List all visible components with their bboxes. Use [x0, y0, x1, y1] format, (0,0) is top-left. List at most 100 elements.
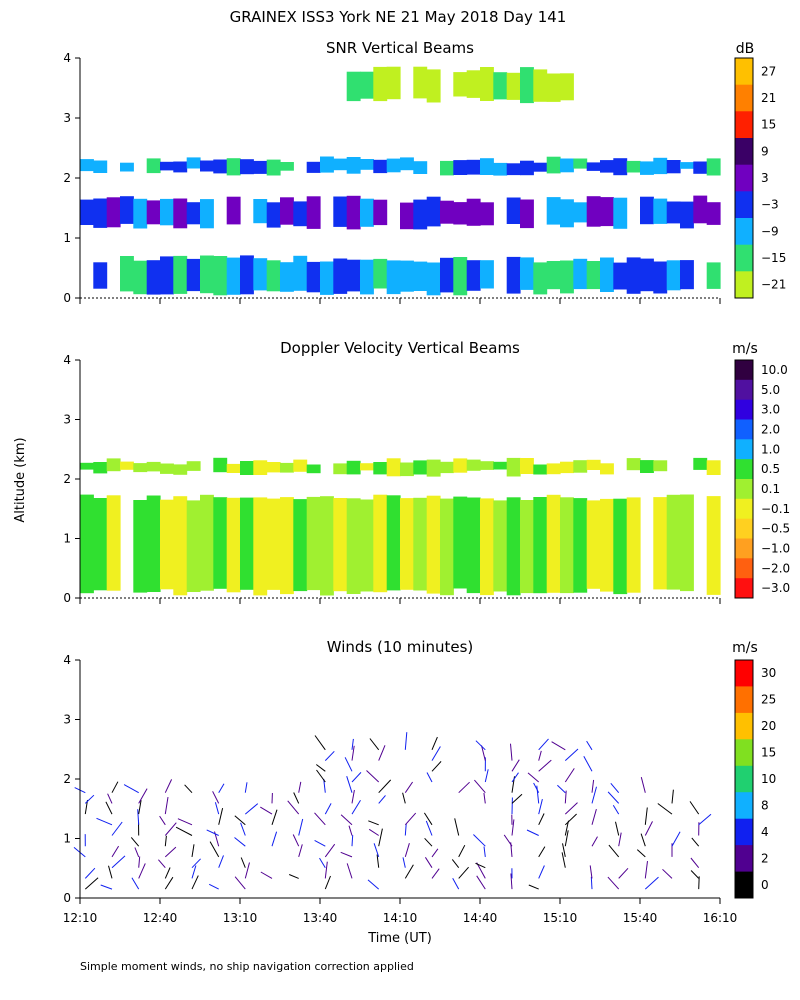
snr-panel: SNR Vertical Beams 0 1 2 3 4 27 21 15 9 3 −3 −9 −15…	[63, 39, 786, 305]
wind-barb	[348, 825, 353, 836]
doppler-cell	[546, 463, 561, 475]
snr-cell	[120, 256, 134, 292]
colorbar-swatch	[735, 845, 753, 872]
snr-cell	[626, 257, 641, 294]
snr-cell	[120, 162, 134, 172]
snr-cell	[653, 157, 668, 175]
wind-barb	[402, 792, 406, 804]
wind-barb	[538, 759, 552, 772]
wind-barb	[564, 813, 577, 826]
wind-barb	[458, 844, 466, 858]
colorbar-swatch	[735, 739, 753, 767]
snr-cell	[706, 158, 721, 176]
wind-barb	[528, 884, 539, 890]
wind-barb	[431, 868, 440, 879]
snr-cell	[186, 157, 201, 169]
colorbar-frame	[734, 57, 754, 299]
wind-barb	[402, 857, 406, 868]
snr-cell	[386, 66, 401, 100]
wind-barb	[583, 755, 593, 772]
wind-barb	[298, 818, 304, 836]
wind-barb	[378, 828, 383, 847]
wind-barb	[260, 806, 273, 815]
wind-barb	[191, 865, 197, 879]
wind-barb	[298, 781, 302, 793]
snr-cell	[146, 200, 161, 225]
y-tick-label: 3	[63, 111, 71, 125]
snr-cell	[360, 71, 374, 99]
colorbar-swatch	[735, 578, 753, 599]
wind-barb	[324, 803, 332, 815]
wind-barb	[644, 807, 648, 825]
colorbar-label: −0.1	[761, 502, 790, 516]
doppler-cell	[346, 498, 361, 594]
wind-barb	[100, 884, 113, 890]
wind-barb	[591, 786, 597, 804]
winds-plot-area: 0 1 2 3 4 12:10 12:40 13:10 13:40 14:10 14:40 15:10…	[63, 653, 738, 925]
wind-barb	[378, 745, 386, 761]
wind-barb	[208, 883, 219, 890]
wind-barb	[184, 784, 193, 794]
colorbar-label: 20	[761, 719, 776, 733]
wind-barb	[368, 820, 379, 826]
snr-cell	[266, 159, 281, 176]
x-tick-label: 14:40	[463, 911, 498, 925]
snr-cell	[373, 66, 388, 102]
snr-cell	[453, 257, 468, 296]
doppler-cell	[373, 494, 388, 593]
wind-barb	[271, 809, 278, 825]
colorbar-swatch	[735, 84, 753, 112]
snr-cell	[333, 196, 348, 227]
wind-barb	[612, 805, 620, 815]
wind-barb	[454, 818, 460, 836]
snr-cell	[133, 260, 148, 295]
doppler-cell	[173, 496, 188, 596]
doppler-cell	[453, 458, 468, 473]
x-tick-label: 13:40	[303, 911, 338, 925]
doppler-cell	[453, 496, 468, 589]
snr-cell	[453, 72, 468, 97]
wind-barb	[287, 800, 300, 815]
colorbar-label: 1.0	[761, 442, 780, 456]
snr-cell	[373, 159, 388, 174]
snr-cell	[613, 158, 628, 176]
doppler-cell	[373, 462, 388, 475]
wind-barb	[351, 799, 361, 815]
snr-colorbar: 27 21 15 9 3 −3 −9 −15 −21	[734, 57, 786, 299]
y-tick-label: 0	[63, 891, 71, 905]
doppler-cell	[493, 500, 508, 592]
y-tick-label: 0	[63, 291, 71, 305]
wind-barb	[84, 867, 96, 879]
wind-barb	[164, 822, 177, 836]
doppler-cell	[693, 457, 708, 470]
wind-barb	[484, 769, 489, 783]
y-tick-label: 2	[63, 472, 71, 486]
wind-barb	[511, 793, 523, 804]
snr-cell	[413, 161, 428, 174]
snr-cell	[506, 256, 521, 294]
wind-barb	[240, 822, 246, 836]
footnote: Simple moment winds, no ship navigation …	[80, 960, 414, 973]
wind-barb	[289, 874, 299, 879]
wind-barb	[640, 833, 646, 847]
snr-cell	[240, 255, 254, 295]
doppler-cell	[493, 461, 508, 470]
wind-barb	[240, 857, 246, 868]
snr-cell	[520, 257, 534, 290]
snr-cell	[253, 258, 268, 291]
snr-cell	[586, 162, 601, 171]
y-tick-label: 1	[63, 532, 71, 546]
snr-cell	[586, 261, 601, 290]
wind-barb	[423, 812, 433, 826]
snr-cell	[160, 161, 174, 171]
snr-cell	[106, 197, 121, 228]
doppler-cell	[560, 497, 574, 594]
colorbar-swatch	[735, 419, 753, 440]
snr-cell	[93, 160, 108, 173]
colorbar-label: 0.1	[761, 482, 780, 496]
snr-cell	[480, 260, 494, 289]
colorbar-label: 21	[761, 91, 776, 105]
wind-barb	[431, 736, 438, 750]
winds-panel: Winds (10 minutes) 0 1 2 3 4 12:10 12:40 13:10 1…	[63, 638, 777, 925]
snr-cell	[373, 199, 388, 226]
